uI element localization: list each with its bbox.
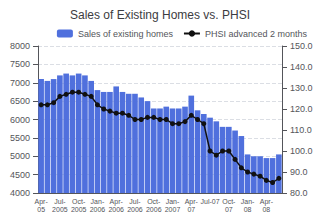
svg-text:08: 08 (262, 206, 270, 213)
svg-text:PHSI advanced 2 months: PHSI advanced 2 months (205, 29, 308, 39)
svg-text:07: 07 (187, 206, 195, 213)
svg-text:Jan-: Jan- (91, 198, 105, 205)
svg-text:110.0: 110.0 (290, 125, 312, 135)
svg-text:130.0: 130.0 (290, 83, 313, 93)
svg-text:05: 05 (37, 206, 45, 213)
svg-text:6500: 6500 (10, 96, 30, 106)
svg-text:Apr-: Apr- (35, 198, 49, 206)
svg-text:140.0: 140.0 (290, 62, 313, 72)
svg-text:100.0: 100.0 (290, 146, 313, 156)
svg-text:2006: 2006 (90, 206, 106, 213)
svg-text:7000: 7000 (10, 78, 30, 88)
svg-text:4000: 4000 (10, 188, 30, 198)
svg-text:90.0: 90.0 (290, 167, 308, 177)
svg-text:6000: 6000 (10, 115, 30, 125)
svg-text:Sales of existing homes: Sales of existing homes (78, 29, 174, 39)
svg-text:5000: 5000 (10, 151, 30, 161)
svg-text:Jan-: Jan- (166, 198, 180, 205)
svg-text:07: 07 (225, 206, 233, 213)
svg-text:150.0: 150.0 (290, 41, 313, 51)
svg-text:2006: 2006 (108, 206, 124, 213)
svg-text:08: 08 (244, 206, 252, 213)
svg-text:Jul-: Jul- (54, 198, 66, 205)
svg-text:2005: 2005 (71, 206, 87, 213)
svg-text:2006: 2006 (146, 206, 162, 213)
svg-text:8000: 8000 (10, 41, 30, 51)
svg-text:5500: 5500 (10, 133, 30, 143)
svg-text:Jul-07: Jul-07 (201, 198, 220, 205)
svg-text:Sales of Existing Homes vs. PH: Sales of Existing Homes vs. PHSI (70, 8, 250, 22)
svg-text:2007: 2007 (165, 206, 181, 213)
svg-text:2005: 2005 (52, 206, 68, 213)
svg-text:Apr-: Apr- (185, 198, 199, 206)
svg-text:Jan-: Jan- (241, 198, 255, 205)
svg-text:Apr-: Apr- (110, 198, 124, 206)
svg-text:Oct-: Oct- (147, 198, 161, 205)
svg-text:Apr-: Apr- (260, 198, 274, 206)
svg-text:Oct-: Oct- (222, 198, 236, 205)
svg-text:80.0: 80.0 (290, 188, 308, 198)
svg-text:120.0: 120.0 (290, 104, 313, 114)
svg-text:Oct-: Oct- (72, 198, 86, 205)
svg-text:2006: 2006 (127, 206, 143, 213)
svg-text:4500: 4500 (10, 170, 30, 180)
svg-text:7500: 7500 (10, 59, 30, 69)
svg-text:Jul-: Jul- (129, 198, 141, 205)
